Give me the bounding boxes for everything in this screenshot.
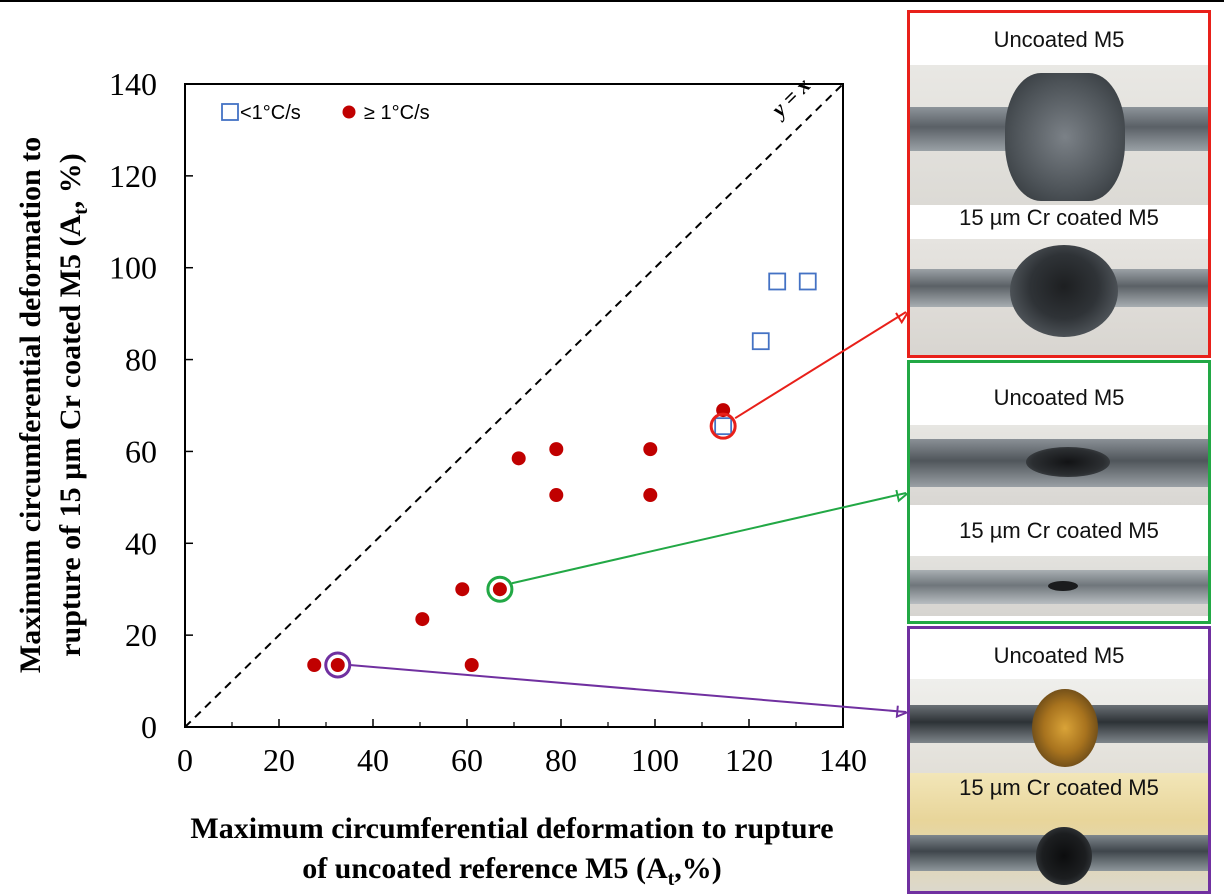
data-marks (307, 272, 817, 679)
y-axis-title-line1: Maximum circumferential deformation to (14, 137, 47, 673)
open-square-point (714, 417, 733, 436)
filled-circle-point (330, 657, 345, 672)
x-axis-title-line2: of uncoated reference M5 (At,%) (302, 852, 722, 890)
panel-bottom-label: 15 µm Cr coated M5 (959, 775, 1159, 800)
y-axis-title-line2: rupture of 15 µm Cr coated M5 (At, %) (54, 153, 92, 657)
legend: <1°C/s ≥ 1°C/s (221, 102, 430, 124)
open-square-point (798, 272, 817, 291)
legend-label-fast: ≥ 1°C/s (364, 102, 430, 124)
panel-bottom-label: 15 µm Cr coated M5 (959, 205, 1159, 230)
uncoated-photo (910, 65, 1208, 205)
filled-circle-point (511, 451, 526, 466)
panel-top-label: Uncoated M5 (993, 643, 1125, 668)
rupture-opening (1036, 827, 1092, 885)
x-tick-label: 20 (263, 742, 295, 778)
panel-top-label: Uncoated M5 (993, 385, 1125, 410)
y-tick-label: 80 (125, 342, 157, 378)
y-tick-label: 120 (109, 158, 157, 194)
highlight-ring (709, 412, 737, 440)
legend-square-symbol (221, 103, 239, 121)
y-tick-label: 140 (109, 66, 157, 102)
x-tick-label: 80 (545, 742, 577, 778)
open-square-point (768, 272, 787, 291)
scatter-chart: y = x 0 20 40 60 80 100 120 140 0 20 40 60 80 100 120 1… (14, 66, 867, 890)
y-equals-x-label: y = x (764, 73, 815, 124)
coated-photo (910, 239, 1208, 355)
rupture-bulge (1032, 689, 1098, 767)
coated-photo (910, 773, 1208, 891)
reference-line: y = x (184, 73, 844, 728)
x-tick-label: 40 (357, 742, 389, 778)
filled-circle-point (643, 442, 658, 457)
y-tick-label: 100 (109, 250, 157, 286)
rupture-flap (1005, 73, 1125, 201)
uncoated-photo (910, 425, 1208, 505)
photo-panel-red: Uncoated M5 15 µm Cr coated M5 (907, 10, 1211, 358)
highlight-ring (486, 575, 514, 603)
filled-circle-point (549, 442, 564, 457)
x-tick-label: 140 (819, 742, 867, 778)
filled-circle-point (549, 488, 564, 503)
axis-ticks: 0 20 40 60 80 100 120 140 0 20 40 60 80 100 120 140 (109, 66, 867, 778)
uncoated-photo (910, 679, 1208, 773)
filled-circle-point (464, 657, 479, 672)
open-square-point (751, 332, 770, 351)
x-tick-label: 100 (631, 742, 679, 778)
y-tick-label: 20 (125, 617, 157, 653)
rupture-crack (1048, 581, 1078, 591)
x-tick-label: 120 (725, 742, 773, 778)
filled-circle-point (643, 488, 658, 503)
panel-top-label: Uncoated M5 (993, 27, 1125, 52)
legend-circle-symbol (342, 105, 356, 119)
coated-photo (910, 556, 1208, 616)
filled-circle-point (307, 657, 322, 672)
filled-circle-point (415, 612, 430, 627)
x-axis-title-line1: Maximum circumferential deformation to r… (190, 812, 833, 845)
y-tick-label: 60 (125, 433, 157, 469)
photo-panel-purple: Uncoated M5 15 µm Cr coated M5 (907, 626, 1211, 894)
y-equals-x-line (184, 83, 844, 728)
x-tick-label: 60 (451, 742, 483, 778)
rupture-opening (1010, 245, 1118, 337)
filled-circle-point (492, 582, 507, 597)
filled-circle-point (455, 582, 470, 597)
legend-label-slow: <1°C/s (240, 102, 301, 124)
y-tick-label: 0 (141, 709, 157, 745)
top-rule (0, 0, 1224, 2)
x-tick-label: 0 (177, 742, 193, 778)
panel-bottom-label: 15 µm Cr coated M5 (959, 518, 1159, 543)
rupture-slit (1026, 447, 1110, 477)
y-tick-label: 40 (125, 525, 157, 561)
photo-panel-green: Uncoated M5 15 µm Cr coated M5 (907, 360, 1211, 624)
